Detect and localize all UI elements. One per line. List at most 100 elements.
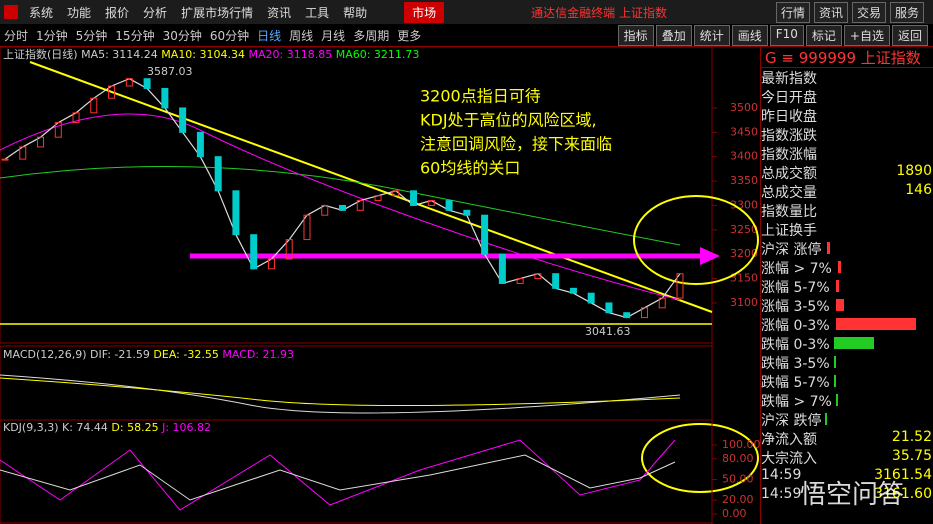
breadth-bar [835,318,916,330]
tool-button[interactable]: 叠加 [655,24,692,46]
row-value: 35.75 [891,448,932,464]
top-button[interactable]: 资讯 [813,1,848,23]
candle [658,297,666,309]
trend-line [29,61,713,313]
menu-item[interactable]: 功能 [67,5,92,20]
breadth-row: 跌幅 > 7% [761,391,933,410]
macd-label: MACD(12,26,9) [3,348,90,361]
price-panel [0,46,713,344]
breadth-bar [833,375,836,387]
candle [125,78,133,87]
candle [143,78,151,89]
menu-item[interactable]: 分析 [143,5,168,20]
tool-button[interactable]: +自选 [843,24,890,46]
breadth-bar [835,299,844,311]
y-tick-label: 3300 [730,198,758,211]
candle [534,273,542,280]
period-tab[interactable]: 日线 [257,28,282,43]
breadth-row: 涨幅 3-5% [761,296,933,315]
ma20-line [0,113,681,301]
menu-item[interactable]: 资讯 [267,5,292,20]
candle [463,209,471,216]
app-icon [4,5,18,19]
j-line [0,439,676,511]
top-button[interactable]: 服务 [889,1,924,23]
candle [498,253,506,284]
tool-button[interactable]: F10 [769,24,804,46]
kdj-label: J: 106.82 [161,421,211,434]
menu-item[interactable]: 扩展市场行情 [181,5,254,20]
period-tab[interactable]: 60分钟 [209,28,250,43]
row-label: 总成交额 [761,166,817,182]
flow-row: 净流入额 21.52 [761,429,933,448]
menu-item[interactable]: 系统 [29,5,54,20]
period-tab[interactable]: 15分钟 [115,28,155,43]
watermark: 悟空问答 [800,480,905,510]
period-tab[interactable]: 多周期 [353,28,390,43]
y-tick-label: 50.00 [722,473,754,486]
row-label: 今日开盘 [761,90,817,106]
candle [321,204,329,216]
annotation: 60均线的关口 [420,159,520,178]
row-label: 14:59 [761,486,802,502]
period-tab[interactable]: 月线 [321,28,346,43]
macd-label: DIF: -21.59 [90,348,153,361]
y-tick-label: 3450 [730,125,758,138]
row-label: 昨日收盘 [761,109,817,125]
candle [356,200,364,211]
candle [108,85,116,99]
ma-label: MA20: 3118.85 [249,48,336,61]
candle [445,200,453,211]
row-label: 指数涨跌 [761,128,817,144]
period-tab[interactable]: 周线 [289,28,314,43]
tool-button[interactable]: 标记 [805,24,842,46]
tool-button[interactable]: 统计 [693,24,730,46]
market-button[interactable]: 市场 [404,1,445,23]
candle [250,234,258,270]
breadth-row: 跌幅 3-5% [761,353,933,372]
low-label: 3041.63 [585,325,631,338]
period-tab[interactable]: 30分钟 [162,28,202,43]
chart-area: 3100 3150 3200 3250 3300 3350 3400 3450 3500 上证指数… [0,46,760,524]
top-button[interactable]: 交易 [851,1,886,23]
tool-button[interactable]: 指标 [617,24,654,46]
period-tab[interactable]: 5分钟 [75,28,108,43]
breadth-row: 涨幅 0-3% [761,315,933,334]
candle [232,190,240,236]
row-label: 跌幅 > 7% [761,394,832,410]
side-header: G ≡ 999999 上证指数 [761,47,933,68]
period-tab[interactable]: 更多 [397,28,422,43]
breadth-bar [827,242,831,254]
top-button[interactable]: 行情 [775,1,810,23]
ma60-line [0,165,681,246]
candle [481,214,489,255]
tool-button[interactable]: 返回 [891,24,928,46]
candle [587,292,595,304]
candle [640,307,648,319]
candle [285,239,293,260]
breadth-bar [833,356,836,368]
menu-item[interactable]: 帮助 [343,5,368,20]
breadth-row: 沪深 涨停 [761,239,933,258]
tick-row: 14:59 3161.54 [761,467,933,486]
menu-bar: 系统 功能 报价 分析 扩展市场行情 资讯 工具 帮助 市场 通达信金融终端 上证指数 行情 资讯 交易… [0,0,933,25]
menu-item[interactable]: 工具 [305,5,330,20]
row-label: 沪深 涨停 [761,242,822,258]
y-tick-label: 3350 [730,174,758,187]
breadth-row: 涨幅 5-7% [761,277,933,296]
period-tab[interactable]: 分时 [4,28,29,43]
y-tick-label: 20.00 [722,493,754,506]
breadth-bar [835,280,839,292]
candle [392,190,400,197]
y-tick-label: 80.00 [722,452,754,465]
k-line [0,454,676,501]
tool-button[interactable]: 画线 [731,24,768,46]
candle [161,87,169,109]
menu-item[interactable]: 报价 [105,5,130,20]
period-tab[interactable]: 1分钟 [36,28,68,43]
y-tick-label: 3200 [730,247,758,260]
y-tick-label: 3150 [730,272,758,285]
ma-label: MA60: 3211.73 [336,48,420,61]
kdj-header: KDJ(9,3,3) K: 74.44 D: 58.25 J: 106.82 [3,421,211,434]
macd-label: DEA: -32.55 [153,348,222,361]
